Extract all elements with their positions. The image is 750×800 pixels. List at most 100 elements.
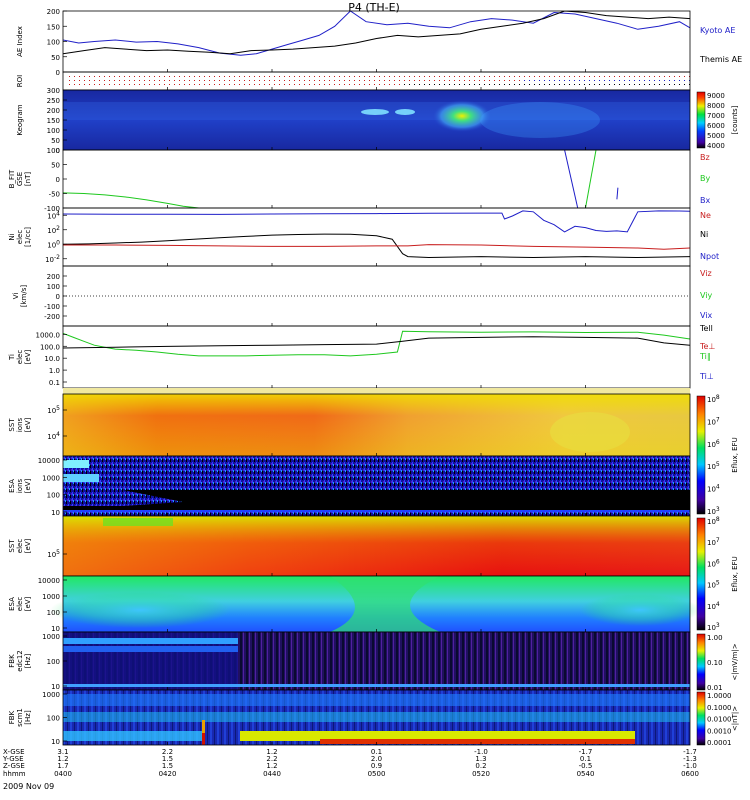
bfit-ytick: 0 [56,176,60,184]
roi-dot [464,84,465,85]
roi-dot [559,84,560,85]
fbk-b-colorbar-tick: 0.0100 [707,716,732,724]
keogram-blob [361,109,389,115]
fbk-e-ytick: 1000 [42,633,60,641]
roi-dot [609,84,610,85]
esa-ions-wedge [63,490,183,506]
roi-dot [519,84,520,85]
roi-dot [119,80,120,81]
fbk-b-ytick: 10 [51,738,60,746]
roi-dot [174,80,175,81]
roi-dot [519,80,520,81]
roi-dot [364,80,365,81]
ae-series-kyoto-ae [63,11,690,56]
keogram-blob [395,109,415,115]
roi-dot [659,80,660,81]
time-axis-tick-z: 1.2 [266,762,277,770]
roi-dot [254,84,255,85]
roi-dot [529,76,530,77]
roi-dot [594,80,595,81]
roi-dot [224,76,225,77]
roi-dot [354,80,355,81]
elec-colorbar-tick: 105 [707,580,720,590]
roi-dot [599,76,600,77]
roi-dot [219,76,220,77]
roi-dot [274,80,275,81]
roi-dot [439,80,440,81]
roi-dot [479,80,480,81]
bfit-ylabel: [nT] [24,172,32,186]
ni-series-ni [63,233,690,259]
bfit-series-bx [564,150,579,208]
fbk-b-band [63,712,690,722]
ae-legend-0: Kyoto AE [700,26,735,35]
roi-dot [639,76,640,77]
roi-dot [199,80,200,81]
roi-dot [634,76,635,77]
roi-dot [379,80,380,81]
ti-ytick: 0.1 [49,379,60,387]
roi-dot [459,84,460,85]
roi-dot [204,76,205,77]
roi-dot [419,84,420,85]
fbk-e-band [63,646,238,652]
ae-legend-1: Themis AE [699,55,742,64]
roi-dot [484,76,485,77]
roi-dot [634,84,635,85]
fbk-e-colorbar-tick: 0.10 [707,659,723,667]
fbk-b-colorbar [696,691,706,746]
roi-dot [244,84,245,85]
ae-ytick: 50 [51,54,60,62]
roi-dot [579,80,580,81]
roi-dot [209,76,210,77]
roi-dot [644,80,645,81]
roi-dot [89,84,90,85]
roi-dot [169,84,170,85]
keogram-ytick: 0 [56,147,60,155]
vi-ytick: 200 [47,273,60,281]
roi-dot [164,80,165,81]
fbk-b-colorbar-label: <|nT|> [731,706,739,731]
ions-colorbar-tick: 108 [707,394,720,404]
roi-dot [134,84,135,85]
keogram-image [63,90,690,150]
ions-colorbar-tick: 103 [707,506,720,516]
roi-dot [164,76,165,77]
bfit-ytick: 50 [51,162,60,170]
roi-dot [154,76,155,77]
roi-dot [144,76,145,77]
ti-legend-1: Te⊥ [699,342,715,351]
ions-colorbar [696,395,706,515]
roi-dot [69,84,70,85]
roi-dot [234,80,235,81]
time-axis-tick-z: 1.5 [162,762,173,770]
roi-dot [534,80,535,81]
roi-dot [654,76,655,77]
roi-dot [689,80,690,81]
roi-dot [514,84,515,85]
roi-dot [369,76,370,77]
esa-elec-ytick: 10 [51,625,60,633]
roi-dot [274,76,275,77]
roi-dot [669,76,670,77]
roi-dot [194,80,195,81]
roi-dot [349,76,350,77]
roi-dot [169,76,170,77]
roi-dot [564,84,565,85]
roi-dot [424,80,425,81]
time-axis-tick-hhmm: 0500 [368,770,386,778]
roi-dot [674,84,675,85]
roi-dot [84,84,85,85]
roi-dot [239,80,240,81]
roi-dot [299,80,300,81]
fbk-b-ylabel: [Hz] [24,710,32,725]
sst-ions-ylabel: SST [8,418,16,432]
vi-ylabel: Vi [12,293,20,300]
roi-dot [634,80,635,81]
roi-dot [99,80,100,81]
time-axis-date: 2009 Nov 09 [3,782,54,791]
fbk-e-colorbar-label: <|mV/m|> [731,643,739,680]
roi-dot [674,76,675,77]
roi-dot [274,84,275,85]
